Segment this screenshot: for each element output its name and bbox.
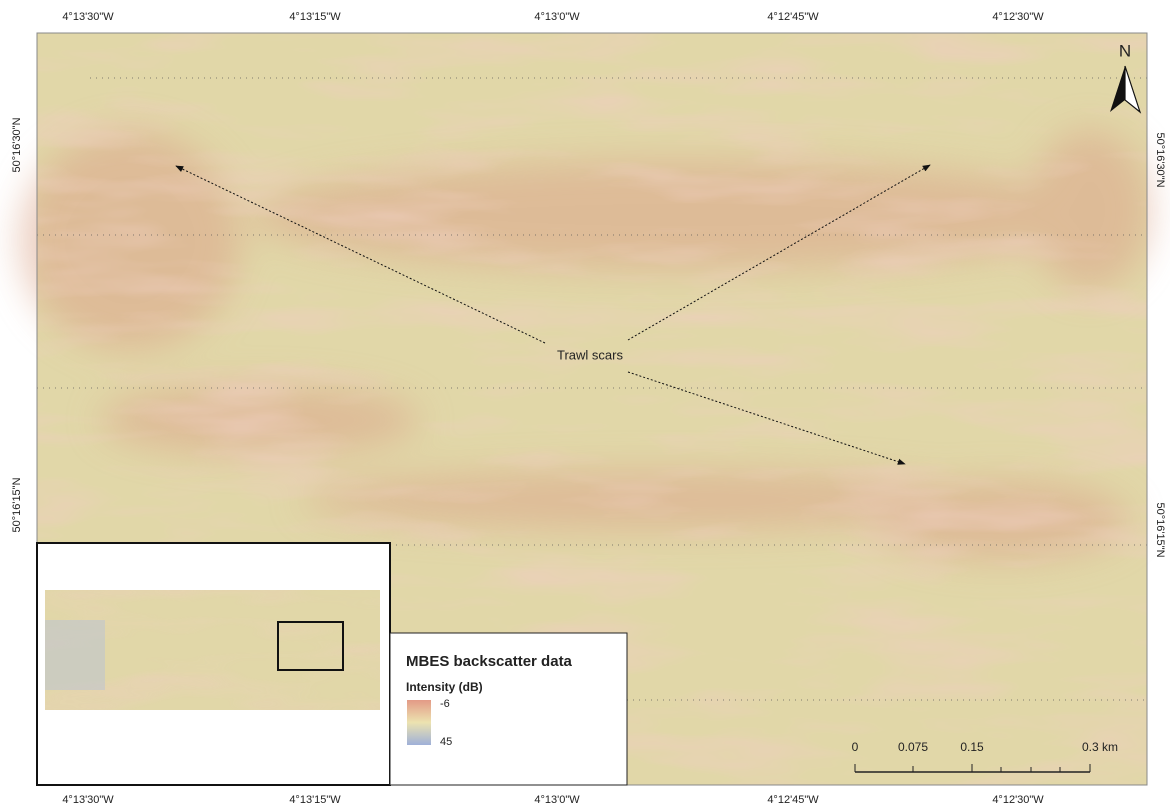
lon-label: 4°12'45"W [767,794,819,806]
lon-label: 4°13'0"W [534,794,580,806]
color-ramp [407,700,431,745]
north-label: N [1119,41,1131,60]
lon-label: 4°12'30"W [992,794,1044,806]
legend-subtitle: Intensity (dB) [406,680,483,694]
lat-label: 50°16'15"N [11,477,23,532]
legend: MBES backscatter data Intensity (dB) -6 … [389,632,628,786]
legend-high: -6 [440,698,450,710]
lon-label: 4°13'0"W [534,11,580,23]
legend-title: MBES backscatter data [406,653,573,670]
lat-label: 50°16'30"N [1154,132,1166,187]
north-arrow: N [1110,41,1142,114]
lon-label: 4°12'30"W [992,11,1044,23]
scale-label: 0.3 km [1082,740,1118,754]
arrow [175,165,546,344]
arrow [627,371,906,465]
graticule-labels: 4°13'30"W 4°13'15"W 4°13'0"W 4°12'45"W 4… [11,11,1166,806]
lon-label: 4°13'15"W [289,794,341,806]
legend-low: 45 [440,736,452,748]
north-arrow-left [1110,66,1125,112]
north-arrow-right [1124,65,1142,114]
inset-extent [277,621,344,671]
lon-label: 4°13'30"W [62,11,114,23]
lat-label: 50°16'15"N [1154,502,1166,557]
scale-bar: 0 0.075 0.15 0.3 km [852,740,1118,773]
scale-label: 0.15 [960,740,984,754]
lat-label: 50°16'30"N [11,117,23,172]
annotation-label: Trawl scars [557,347,623,362]
scale-label: 0 [852,740,859,754]
lon-label: 4°13'15"W [289,11,341,23]
lon-label: 4°13'30"W [62,794,114,806]
scale-label: 0.075 [898,740,928,754]
lon-label: 4°12'45"W [767,11,819,23]
annotation: Trawl scars [175,164,931,465]
inset-map [36,542,391,786]
